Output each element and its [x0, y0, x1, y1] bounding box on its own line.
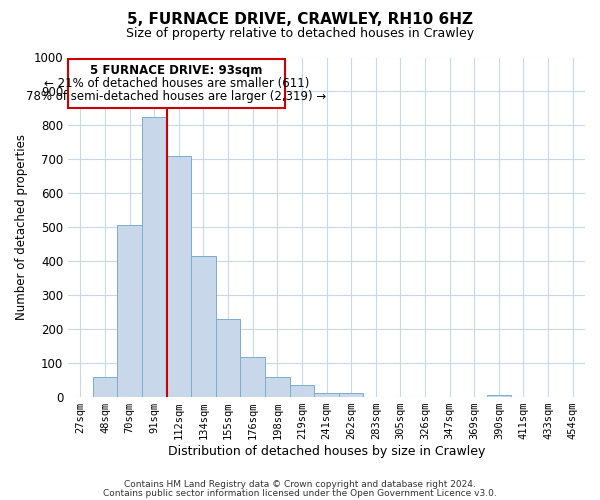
Text: Size of property relative to detached houses in Crawley: Size of property relative to detached ho…	[126, 28, 474, 40]
Bar	[314, 392, 339, 396]
Text: 5, FURNACE DRIVE, CRAWLEY, RH10 6HZ: 5, FURNACE DRIVE, CRAWLEY, RH10 6HZ	[127, 12, 473, 28]
Text: Contains public sector information licensed under the Open Government Licence v3: Contains public sector information licen…	[103, 489, 497, 498]
Bar	[290, 386, 314, 396]
Bar	[241, 356, 265, 397]
Bar	[142, 117, 167, 396]
Bar	[487, 395, 511, 396]
Bar	[191, 256, 216, 396]
Text: 5 FURNACE DRIVE: 93sqm: 5 FURNACE DRIVE: 93sqm	[90, 64, 263, 77]
Text: 78% of semi-detached houses are larger (2,319) →: 78% of semi-detached houses are larger (…	[26, 90, 326, 102]
Bar	[117, 226, 142, 396]
Bar	[265, 378, 290, 396]
Bar	[167, 156, 191, 396]
X-axis label: Distribution of detached houses by size in Crawley: Distribution of detached houses by size …	[168, 444, 485, 458]
Bar	[339, 392, 364, 396]
FancyBboxPatch shape	[68, 59, 284, 108]
Bar	[216, 318, 241, 396]
Y-axis label: Number of detached properties: Number of detached properties	[15, 134, 28, 320]
Text: Contains HM Land Registry data © Crown copyright and database right 2024.: Contains HM Land Registry data © Crown c…	[124, 480, 476, 489]
Bar	[92, 378, 117, 396]
Text: ← 21% of detached houses are smaller (611): ← 21% of detached houses are smaller (61…	[44, 77, 309, 90]
